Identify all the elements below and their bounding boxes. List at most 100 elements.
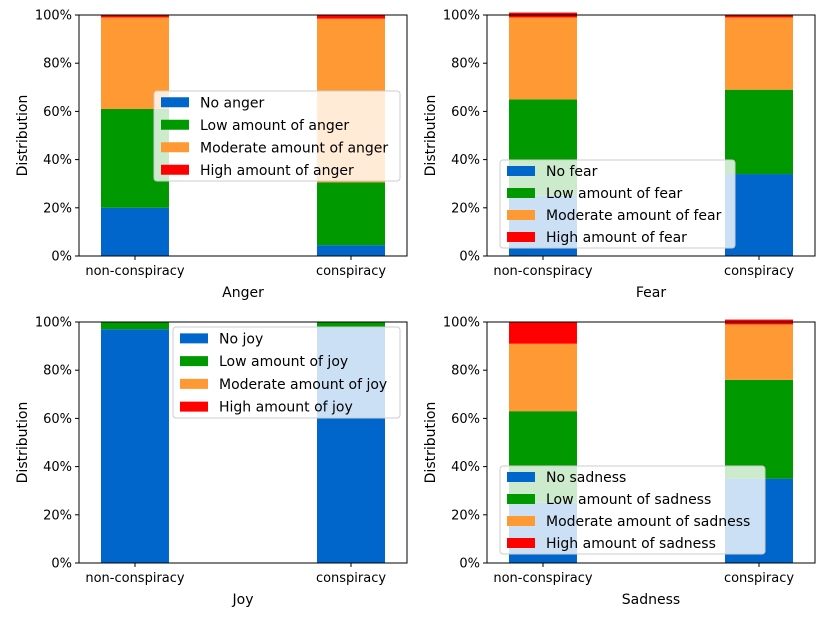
- bar-segment: [317, 322, 385, 327]
- y-tick-label: 60%: [451, 412, 480, 427]
- x-tick-label: non-conspiracy: [493, 264, 593, 279]
- plot-frame: [78, 14, 408, 257]
- bar-segment: [725, 17, 793, 90]
- y-tick-label: 40%: [43, 460, 72, 475]
- x-tick-label: conspiracy: [724, 571, 794, 586]
- y-axis-label: Distribution: [423, 402, 439, 484]
- bar-segment: [100, 329, 169, 563]
- y-tick-label: 20%: [451, 201, 480, 216]
- legend-swatch: [161, 119, 189, 130]
- y-tick-label: 40%: [43, 153, 72, 168]
- y-tick-label: 20%: [451, 508, 480, 523]
- legend-swatch: [507, 516, 535, 526]
- bar-segment: [100, 15, 169, 18]
- y-tick-label: 20%: [43, 508, 72, 523]
- legend-swatch: [507, 232, 535, 242]
- x-axis-label: Fear: [636, 285, 666, 301]
- y-tick-label: 40%: [451, 460, 480, 475]
- y-tick-label: 80%: [451, 364, 480, 379]
- y-tick-label: 60%: [43, 105, 72, 120]
- bar-segment: [508, 322, 577, 344]
- y-axis-label: Distribution: [423, 95, 439, 177]
- y-tick-label: 0%: [459, 557, 480, 572]
- legend-swatch: [507, 210, 535, 220]
- legend-swatch: [507, 494, 535, 504]
- legend-box: [153, 90, 401, 182]
- legend-swatch: [161, 164, 189, 175]
- chart-panel: 0% 20% 40% 60% 80% 100% non-conspiracy conspira…: [423, 9, 816, 301]
- legend-entry: No joy: [219, 331, 263, 347]
- x-axis-label: Anger: [222, 285, 264, 301]
- bar-segment: [317, 15, 385, 19]
- legend-entry: Moderate amount of joy: [219, 377, 387, 393]
- y-tick-label: 100%: [35, 9, 72, 24]
- bar-segment: [100, 207, 169, 256]
- legend-entry: Low amount of fear: [546, 186, 683, 202]
- legend-swatch: [507, 472, 535, 482]
- legend-box: [499, 159, 736, 249]
- y-tick-label: 100%: [443, 316, 480, 331]
- legend: No anger Low amount of anger Moderate amou…: [153, 90, 401, 182]
- bar-segment: [508, 343, 577, 412]
- x-axis-label: Sadness: [622, 592, 680, 608]
- legend: No sadness Low amount of sadness Moderate …: [499, 465, 766, 555]
- y-tick-label: 80%: [43, 364, 72, 379]
- legend-entry: No anger: [200, 95, 264, 111]
- legend-entry: High amount of anger: [200, 163, 354, 179]
- y-tick-label: 0%: [51, 250, 72, 265]
- legend-entry: No fear: [546, 164, 598, 180]
- x-tick-label: conspiracy: [316, 571, 386, 586]
- chart-panel: 0% 20% 40% 60% 80% 100% non-conspiracy conspira…: [15, 316, 408, 608]
- bar-segment: [725, 89, 793, 175]
- y-tick-label: 60%: [43, 412, 72, 427]
- x-axis-label: Joy: [232, 592, 254, 608]
- legend-entry: High amount of sadness: [546, 536, 716, 552]
- plot-frame: [486, 321, 816, 564]
- y-tick-label: 60%: [451, 105, 480, 120]
- legend-swatch: [507, 188, 535, 198]
- y-tick-label: 100%: [35, 316, 72, 331]
- legend-entry: No sadness: [546, 470, 626, 486]
- plot-frame: [78, 321, 408, 564]
- legend-entry: Moderate amount of anger: [200, 140, 388, 156]
- legend: No joy Low amount of joy Moderate amount o…: [172, 326, 401, 419]
- legend-box: [499, 465, 766, 555]
- bar-segment: [725, 174, 793, 256]
- y-tick-label: 100%: [443, 9, 480, 24]
- y-tick-label: 40%: [451, 153, 480, 168]
- plot-frame: [486, 14, 816, 257]
- x-tick-label: conspiracy: [316, 264, 386, 279]
- legend-box: [172, 326, 401, 419]
- legend-swatch: [180, 333, 208, 344]
- legend-entry: Moderate amount of fear: [546, 208, 722, 224]
- y-axis-label: Distribution: [15, 95, 31, 177]
- legend-swatch: [180, 356, 208, 367]
- chart-panel: 0% 20% 40% 60% 80% 100% non-conspiracy conspira…: [423, 316, 816, 608]
- legend-entry: Low amount of joy: [219, 354, 348, 370]
- x-tick-label: conspiracy: [724, 264, 794, 279]
- legend-entry: Low amount of sadness: [546, 492, 711, 508]
- y-tick-label: 80%: [43, 57, 72, 72]
- x-tick-label: non-conspiracy: [85, 264, 185, 279]
- bar-segment: [100, 322, 169, 330]
- y-axis-label: Distribution: [15, 402, 31, 484]
- legend-swatch: [161, 97, 189, 108]
- legend: No fear Low amount of fear Moderate amount…: [499, 159, 736, 249]
- legend-entry: High amount of fear: [546, 230, 687, 246]
- bar-segment: [725, 324, 793, 380]
- legend-swatch: [161, 142, 189, 153]
- bar-segment: [317, 182, 385, 246]
- legend-swatch: [180, 401, 208, 412]
- y-tick-label: 0%: [51, 557, 72, 572]
- legend-entry: Low amount of anger: [200, 118, 349, 134]
- y-tick-label: 20%: [43, 201, 72, 216]
- y-tick-label: 80%: [451, 57, 480, 72]
- y-tick-label: 0%: [459, 250, 480, 265]
- bar-segment: [725, 379, 793, 479]
- x-tick-label: non-conspiracy: [85, 571, 185, 586]
- legend-swatch: [507, 166, 535, 176]
- legend-entry: High amount of joy: [219, 400, 353, 416]
- legend-entry: Moderate amount of sadness: [546, 514, 750, 530]
- legend-swatch: [507, 538, 535, 548]
